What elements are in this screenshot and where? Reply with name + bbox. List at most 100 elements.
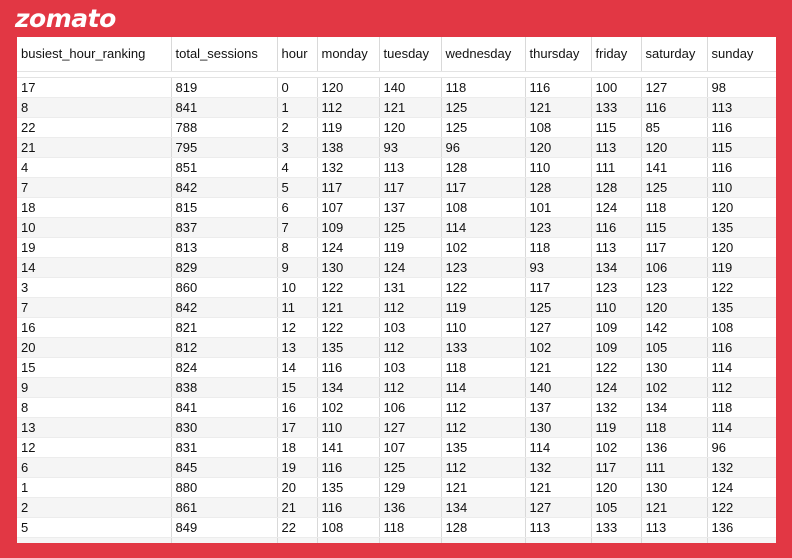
cell-busiest-hour-ranking: 15 — [17, 357, 172, 378]
table-row[interactable]: 1 880 20 135 129 121 121 120 130 124 — [17, 477, 776, 498]
column-header-monday[interactable]: monday — [317, 37, 380, 72]
table-row[interactable]: 7 842 5 117 117 117 128 128 125 110 — [17, 177, 776, 198]
table-row[interactable]: 22 788 2 119 120 125 108 115 85 116 — [17, 117, 776, 138]
cell-friday: 117 — [591, 457, 642, 478]
table-row[interactable]: 21 795 3 138 93 96 120 113 120 115 — [17, 137, 776, 158]
cell-friday: 116 — [591, 217, 642, 238]
cell-sunday: 132 — [707, 457, 776, 478]
column-header-busiest-hour-ranking[interactable]: busiest_hour_ranking — [17, 37, 172, 72]
column-header-friday[interactable]: friday — [591, 37, 642, 72]
table-row[interactable]: 9 838 15 134 112 114 140 124 102 112 — [17, 377, 776, 398]
column-header-tuesday[interactable]: tuesday — [379, 37, 442, 72]
cell-total-sessions: 845 — [171, 457, 278, 478]
cell-wednesday: 114 — [441, 217, 526, 238]
cell-total-sessions: 841 — [171, 397, 278, 418]
table-row[interactable]: 18 815 6 107 137 108 101 124 118 120 — [17, 197, 776, 218]
cell-hour: 13 — [277, 337, 318, 358]
column-header-sunday[interactable]: sunday — [707, 37, 776, 72]
cell-busiest-hour-ranking: 7 — [17, 297, 172, 318]
header-spacer-cell — [17, 71, 776, 78]
cell-friday: 111 — [591, 157, 642, 178]
cell-wednesday: 112 — [441, 417, 526, 438]
cell-busiest-hour-ranking: 1 — [17, 477, 172, 498]
table-row[interactable]: 17 819 0 120 140 118 116 100 127 98 — [17, 77, 776, 98]
cell-monday: 129 — [317, 537, 380, 543]
table-row[interactable]: 4 851 4 132 113 128 110 111 141 116 — [17, 157, 776, 178]
column-header-hour[interactable]: hour — [277, 37, 318, 72]
cell-total-sessions: 824 — [171, 357, 278, 378]
cell-saturday: 85 — [641, 117, 708, 138]
cell-sunday: 98 — [707, 77, 776, 98]
cell-tuesday: 124 — [379, 257, 442, 278]
table-row[interactable]: 15 824 14 116 103 118 121 122 130 114 — [17, 357, 776, 378]
table-row[interactable]: 3 860 10 122 131 122 117 123 123 122 — [17, 277, 776, 298]
cell-wednesday: 117 — [441, 177, 526, 198]
table-row[interactable]: 6 845 19 116 125 112 132 117 111 132 — [17, 457, 776, 478]
table-row[interactable]: 12 831 18 141 107 135 114 102 136 96 — [17, 437, 776, 458]
cell-busiest-hour-ranking: 5 — [17, 517, 172, 538]
table-row[interactable]: 2 861 21 116 136 134 127 105 121 122 — [17, 497, 776, 518]
table-row[interactable]: 14 829 9 130 124 123 93 134 106 119 — [17, 257, 776, 278]
column-header-saturday[interactable]: saturday — [641, 37, 708, 72]
cell-hour: 5 — [277, 177, 318, 198]
cell-tuesday: 129 — [379, 477, 442, 498]
cell-monday: 117 — [317, 177, 380, 198]
table-row[interactable]: 16 821 12 122 103 110 127 109 142 108 — [17, 317, 776, 338]
cell-total-sessions: 838 — [171, 377, 278, 398]
cell-friday: 110 — [591, 297, 642, 318]
cell-monday: 135 — [317, 477, 380, 498]
cell-monday: 135 — [317, 337, 380, 358]
cell-busiest-hour-ranking: 2 — [17, 497, 172, 518]
cell-busiest-hour-ranking: 8 — [17, 397, 172, 418]
cell-thursday: 128 — [525, 177, 592, 198]
table-row[interactable]: 7 842 11 121 112 119 125 110 120 135 — [17, 297, 776, 318]
table-row[interactable]: 13 830 17 110 127 112 130 119 118 114 — [17, 417, 776, 438]
cell-total-sessions: 842 — [171, 177, 278, 198]
cell-busiest-hour-ranking: 11 — [17, 537, 172, 543]
cell-tuesday: 121 — [379, 97, 442, 118]
cell-wednesday: 108 — [441, 197, 526, 218]
cell-monday: 121 — [317, 297, 380, 318]
cell-wednesday: 118 — [441, 357, 526, 378]
cell-tuesday: 117 — [379, 177, 442, 198]
cell-thursday: 95 — [525, 537, 592, 543]
cell-busiest-hour-ranking: 17 — [17, 77, 172, 98]
cell-tuesday: 93 — [379, 137, 442, 158]
cell-tuesday: 127 — [379, 417, 442, 438]
table-row[interactable]: 19 813 8 124 119 102 118 113 117 120 — [17, 237, 776, 258]
cell-saturday: 120 — [641, 137, 708, 158]
cell-tuesday: 125 — [379, 457, 442, 478]
cell-monday: 138 — [317, 137, 380, 158]
cell-wednesday: 112 — [441, 397, 526, 418]
cell-thursday: 121 — [525, 357, 592, 378]
cell-saturday: 136 — [641, 437, 708, 458]
cell-busiest-hour-ranking: 7 — [17, 177, 172, 198]
column-header-total-sessions[interactable]: total_sessions — [171, 37, 278, 72]
table-row[interactable]: 118362312911013395127113129 — [17, 537, 776, 543]
cell-monday: 122 — [317, 277, 380, 298]
cell-saturday: 134 — [641, 397, 708, 418]
cell-monday: 112 — [317, 97, 380, 118]
cell-sunday: 108 — [707, 317, 776, 338]
cell-monday: 119 — [317, 117, 380, 138]
table-row[interactable]: 20 812 13 135 112 133 102 109 105 116 — [17, 337, 776, 358]
table-row[interactable]: 5 849 22 108 118 128 113 133 113 136 — [17, 517, 776, 538]
table-row[interactable]: 8 841 16 102 106 112 137 132 134 118 — [17, 397, 776, 418]
cell-saturday: 130 — [641, 477, 708, 498]
cell-saturday: 127 — [641, 77, 708, 98]
cell-hour: 0 — [277, 77, 318, 98]
cell-thursday: 110 — [525, 157, 592, 178]
cell-hour: 9 — [277, 257, 318, 278]
cell-friday: 124 — [591, 197, 642, 218]
cell-thursday: 121 — [525, 97, 592, 118]
cell-sunday: 113 — [707, 97, 776, 118]
cell-tuesday: 106 — [379, 397, 442, 418]
cell-saturday: 141 — [641, 157, 708, 178]
cell-tuesday: 112 — [379, 337, 442, 358]
cell-saturday: 130 — [641, 357, 708, 378]
column-header-thursday[interactable]: thursday — [525, 37, 592, 72]
column-header-wednesday[interactable]: wednesday — [441, 37, 526, 72]
table-row[interactable]: 8 841 1 112 121 125 121 133 116 113 — [17, 97, 776, 118]
cell-thursday: 127 — [525, 317, 592, 338]
table-row[interactable]: 10 837 7 109 125 114 123 116 115 135 — [17, 217, 776, 238]
